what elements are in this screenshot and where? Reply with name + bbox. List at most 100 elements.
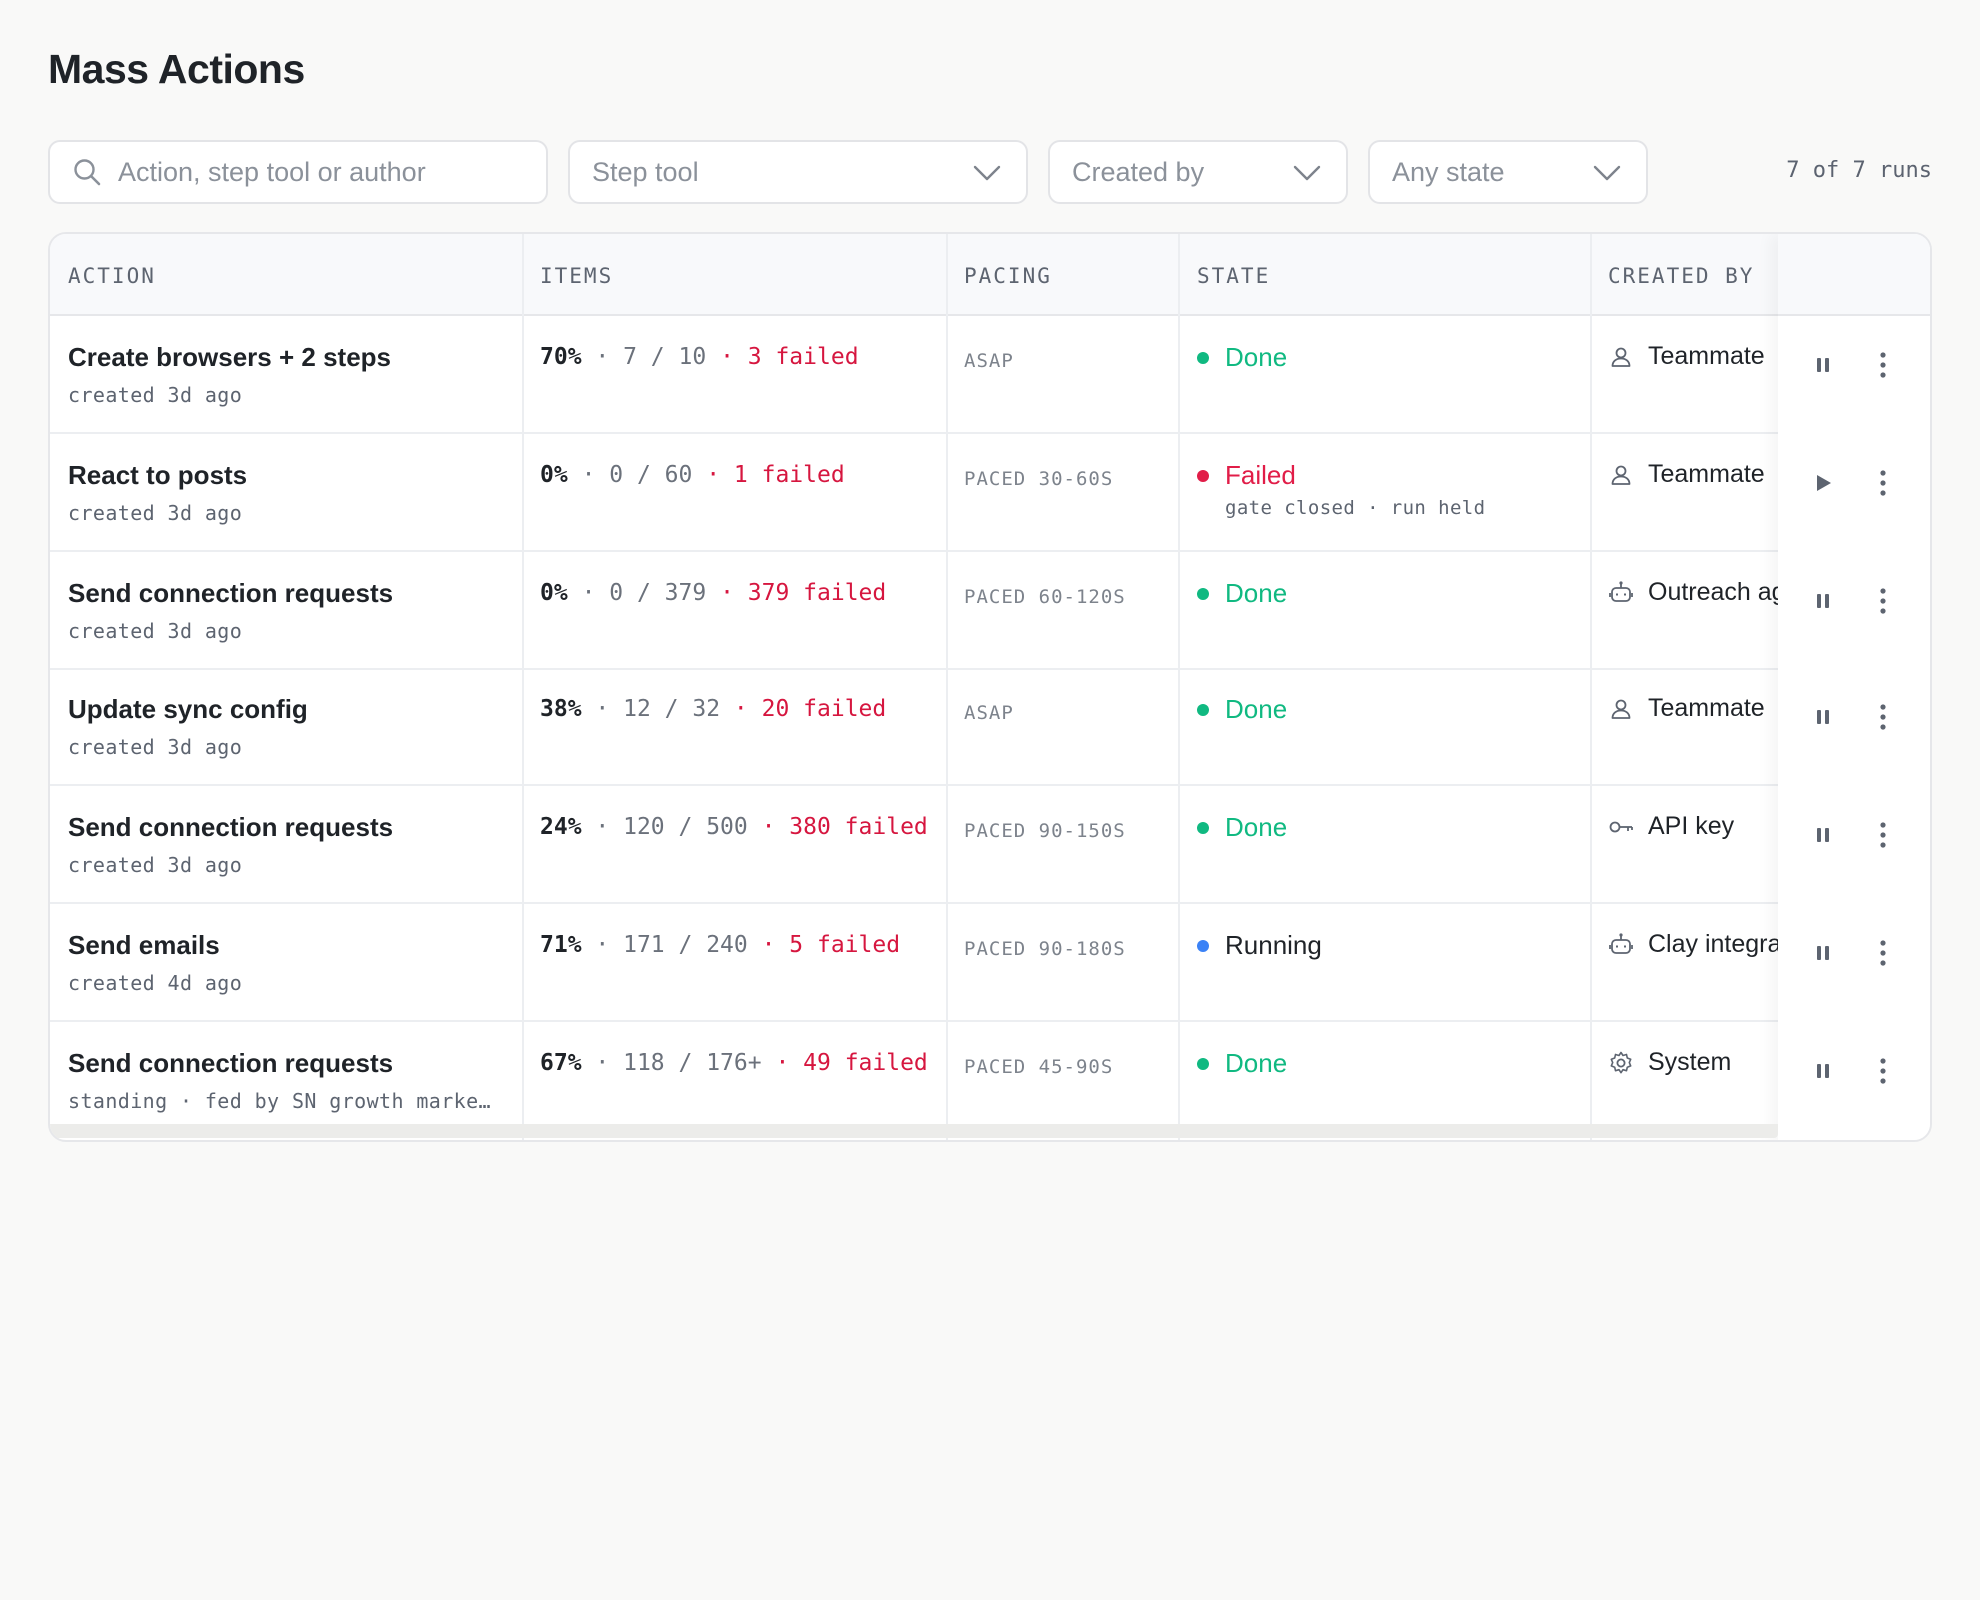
- search-input[interactable]: Action, step tool or author: [48, 140, 548, 204]
- user-icon: [1611, 347, 1631, 367]
- items-failed-sep: ·: [706, 462, 734, 488]
- items-cell: 24% · 120 / 500 · 380 failed: [540, 814, 960, 840]
- items-cell: 0% · 0 / 60 · 1 failed: [540, 462, 960, 488]
- action-subtitle: created 3d ago: [68, 501, 243, 525]
- items-percent: 67%: [540, 1050, 582, 1076]
- action-name[interactable]: Send connection requests: [68, 812, 394, 842]
- pause-button[interactable]: [1808, 350, 1838, 380]
- pause-button[interactable]: [1808, 820, 1838, 850]
- more-options-button[interactable]: [1868, 820, 1898, 850]
- bot-icon: [1609, 580, 1633, 602]
- more-vertical-icon: [1880, 470, 1886, 496]
- items-failed: 1 failed: [733, 462, 845, 488]
- pause-icon: [1817, 594, 1829, 608]
- state-select[interactable]: Any state: [1368, 140, 1648, 204]
- more-vertical-icon: [1880, 352, 1886, 378]
- items-failed: 3 failed: [747, 344, 859, 370]
- action-subtitle: created 3d ago: [68, 619, 243, 643]
- status-label: Done: [1225, 812, 1288, 842]
- table-row[interactable]: Update sync config created 3d ago 38% · …: [50, 668, 1930, 786]
- created-by-label: Created by: [1072, 156, 1205, 187]
- more-options-button[interactable]: [1868, 938, 1898, 968]
- header-pacing[interactable]: PACING: [964, 264, 1052, 288]
- state-cell: Done: [1197, 578, 1587, 609]
- action-name[interactable]: Send emails: [68, 930, 220, 960]
- creator-name: Clay integra: [1648, 930, 1782, 958]
- creator-cell: Teammate: [1608, 342, 1828, 371]
- pacing-value: PACED 30-60S: [964, 468, 1114, 490]
- items-failed-sep: ·: [733, 696, 762, 722]
- creator-name: Teammate: [1648, 342, 1765, 370]
- items-cell: 67% · 118 / 176+ · 49 failed: [540, 1050, 960, 1076]
- pacing-value: ASAP: [964, 702, 1014, 724]
- separator: ·: [595, 344, 624, 370]
- status-dot: [1197, 703, 1209, 716]
- column-divider: [1178, 234, 1180, 1140]
- row-actions-column: [1778, 234, 1930, 1140]
- separator: ·: [595, 932, 624, 958]
- action-cell: Send connection requests created 3d ago: [68, 552, 518, 643]
- pacing-value: PACED 60-120S: [964, 586, 1126, 608]
- items-percent: 24%: [540, 814, 582, 840]
- pause-button[interactable]: [1808, 586, 1838, 616]
- table-row[interactable]: Create browsers + 2 steps created 3d ago…: [50, 316, 1930, 434]
- action-subtitle: created 4d ago: [68, 971, 243, 995]
- action-name[interactable]: Update sync config: [68, 694, 308, 724]
- more-options-button[interactable]: [1868, 468, 1898, 498]
- action-name[interactable]: Create browsers + 2 steps: [68, 342, 391, 372]
- more-options-button[interactable]: [1868, 1056, 1898, 1086]
- pacing-value: PACED 45-90S: [964, 1056, 1114, 1078]
- step-tool-select[interactable]: Step tool: [568, 140, 1028, 204]
- status-dot: [1197, 821, 1209, 834]
- creator-cell: System: [1608, 1048, 1828, 1077]
- state-cell: Done: [1197, 812, 1587, 843]
- runs-table: ACTION ITEMS PACING STATE CREATED BY Cre…: [48, 232, 1932, 1142]
- pause-button[interactable]: [1808, 702, 1838, 732]
- more-options-button[interactable]: [1868, 586, 1898, 616]
- header-state[interactable]: STATE: [1197, 264, 1271, 288]
- play-button[interactable]: [1808, 468, 1838, 498]
- table-row[interactable]: Send connection requests standing · fed …: [50, 1022, 1930, 1134]
- action-name[interactable]: Send connection requests: [68, 578, 394, 608]
- status-dot: [1197, 1057, 1209, 1070]
- user-icon: [1611, 465, 1631, 485]
- items-failed-sep: ·: [720, 344, 748, 370]
- table-row[interactable]: React to posts created 3d ago 0% · 0 / 6…: [50, 434, 1930, 552]
- pause-button[interactable]: [1808, 1056, 1838, 1086]
- search-placeholder: Action, step tool or author: [118, 156, 426, 187]
- state-detail: gate closed · run held: [1225, 497, 1486, 519]
- table-row[interactable]: Send connection requests created 3d ago …: [50, 786, 1930, 904]
- header-action[interactable]: ACTION: [68, 264, 156, 288]
- chevron-down-icon: [973, 165, 1001, 181]
- items-cell: 70% · 7 / 10 · 3 failed: [540, 344, 960, 370]
- action-name[interactable]: React to posts: [68, 460, 248, 490]
- more-options-button[interactable]: [1868, 350, 1898, 380]
- header-created-by[interactable]: CREATED BY: [1608, 264, 1755, 288]
- separator: ·: [581, 462, 610, 488]
- header-items[interactable]: ITEMS: [540, 264, 614, 288]
- table-row[interactable]: Send connection requests created 3d ago …: [50, 552, 1930, 670]
- items-failed-sep: ·: [775, 1050, 804, 1076]
- pacing-value: PACED 90-150S: [964, 820, 1126, 842]
- action-cell: React to posts created 3d ago: [68, 434, 518, 525]
- status-dot: [1197, 351, 1209, 364]
- items-percent: 70%: [540, 344, 582, 370]
- creator-cell: Clay integra: [1608, 930, 1828, 959]
- column-divider: [946, 234, 948, 1140]
- items-count: 0 / 379: [609, 580, 707, 606]
- chevron-down-icon: [1293, 165, 1321, 181]
- items-cell: 38% · 12 / 32 · 20 failed: [540, 696, 960, 722]
- pause-icon: [1817, 710, 1829, 724]
- action-name[interactable]: Send connection requests: [68, 1048, 394, 1078]
- more-options-button[interactable]: [1868, 702, 1898, 732]
- items-count: 12 / 32: [623, 696, 721, 722]
- column-divider: [522, 234, 524, 1140]
- table-row[interactable]: Send emails created 4d ago 71% · 171 / 2…: [50, 904, 1930, 1022]
- items-failed-sep: ·: [761, 932, 790, 958]
- items-count: 171 / 240: [623, 932, 748, 958]
- items-cell: 71% · 171 / 240 · 5 failed: [540, 932, 960, 958]
- pause-button[interactable]: [1808, 938, 1838, 968]
- status-label: Running: [1225, 930, 1322, 960]
- created-by-select[interactable]: Created by: [1048, 140, 1348, 204]
- horizontal-scrollbar[interactable]: [50, 1124, 1778, 1138]
